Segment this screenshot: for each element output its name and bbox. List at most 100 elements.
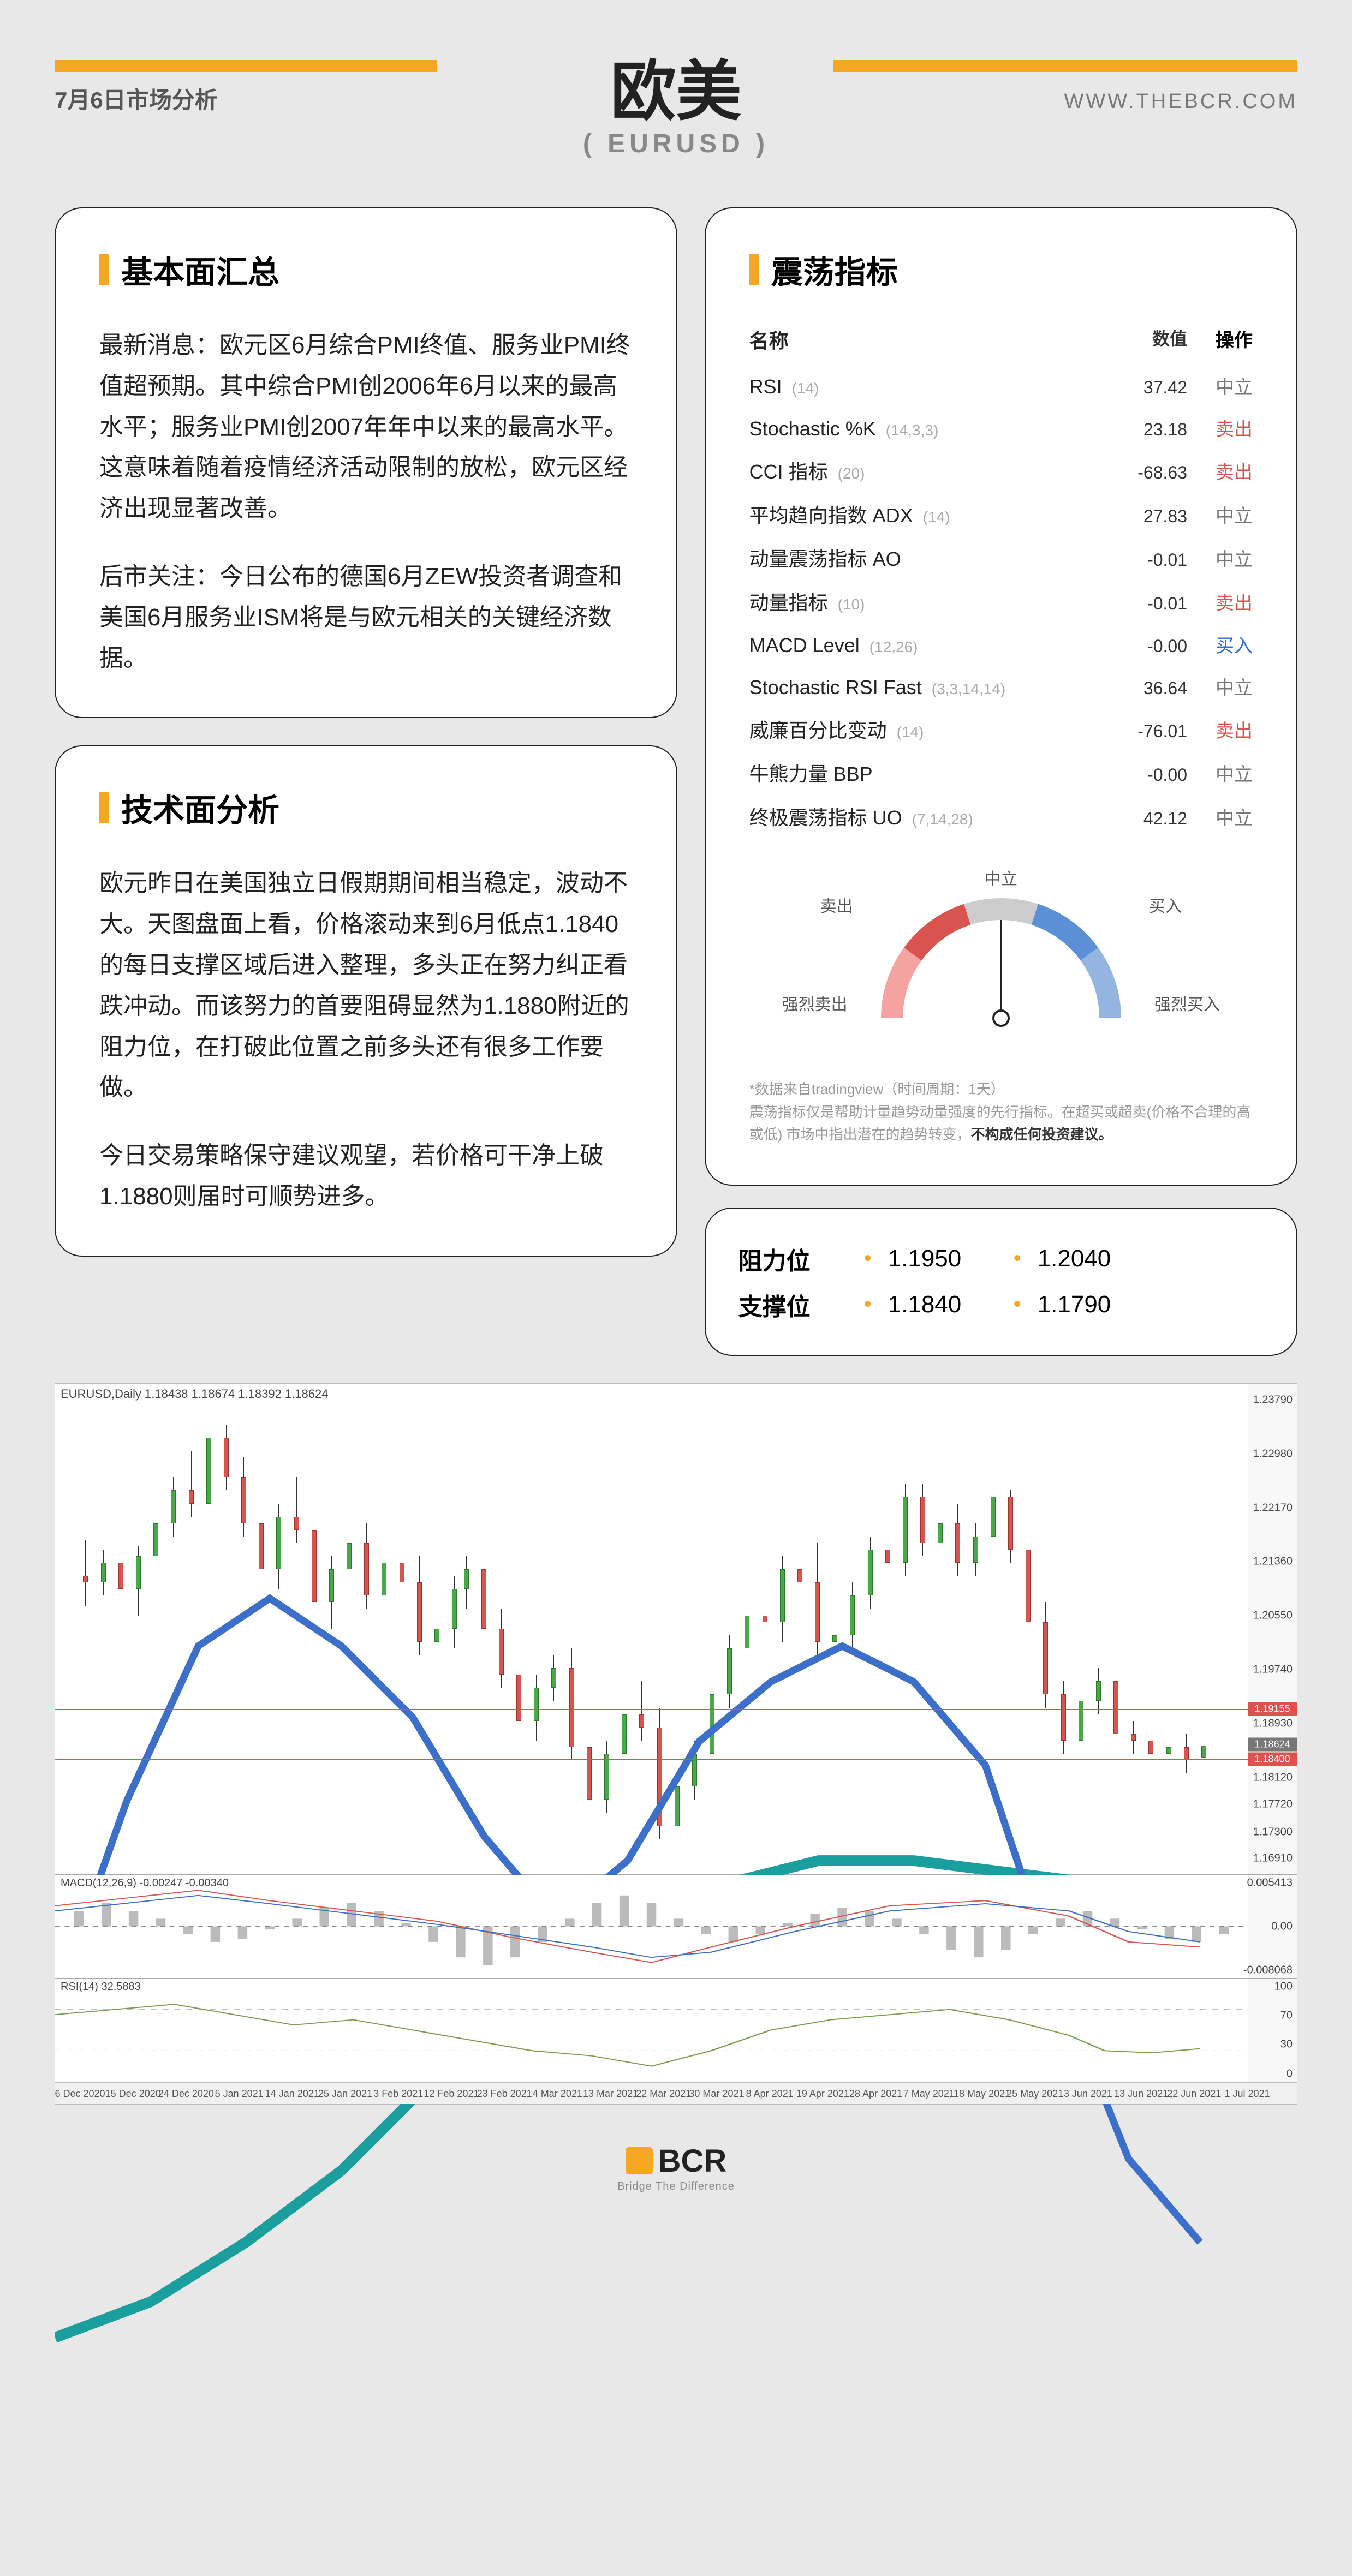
y-tick: 1.17720 (1253, 1798, 1293, 1810)
osc-action: 中立 (1187, 673, 1253, 700)
chart-main: EURUSD,Daily 1.18438 1.18674 1.18392 1.1… (55, 1384, 1297, 1875)
levels-card: 阻力位 • 1.1950 • 1.2040 支撑位 • 1.1840 • 1.1… (705, 1208, 1297, 1356)
osc-name: 动量指标 (10) (749, 587, 1111, 615)
header-title-main: 欧美 (583, 38, 769, 133)
osc-params: (20) (838, 465, 865, 482)
x-tick: 6 Dec 2020 (55, 2088, 105, 2100)
footer: BCR Bridge The Difference (0, 2126, 1352, 2215)
chart-symbol-info: EURUSD,Daily 1.18438 1.18674 1.18392 1.1… (61, 1387, 328, 1401)
oscillator-row: 动量震荡指标 AO -0.01中立 (749, 536, 1253, 579)
y-axis-rsi: 10070300 (1248, 1979, 1297, 2082)
header: 7月6日市场分析 WWW.THEBCR.COM 欧美 ( EURUSD ) (0, 0, 1352, 186)
y-axis-macd: 0.0054130.00-0.008068 (1248, 1875, 1297, 1978)
resistance-label: 阻力位 (738, 1241, 848, 1276)
osc-params: (7,14,28) (912, 811, 973, 828)
rsi-svg (55, 1979, 1248, 2082)
header-date: 7月6日市场分析 (55, 82, 218, 115)
osc-value: 23.18 (1111, 420, 1187, 440)
technical-title: 技术面分析 (99, 785, 633, 830)
technical-p1: 欧元昨日在美国独立日假期期间相当稳定，波动不大。天图盘面上看，价格滚动来到6月低… (99, 863, 633, 1108)
oscillators-table: 名称 数值 操作 RSI (14)37.42中立Stochastic %K (1… (749, 325, 1253, 838)
osc-name: CCI 指标 (20) (749, 456, 1111, 485)
gauge-label-buy: 买入 (1149, 893, 1182, 917)
osc-value: 27.83 (1111, 506, 1187, 527)
y-tick: 1.18120 (1253, 1772, 1293, 1784)
osc-value: 42.12 (1111, 809, 1187, 829)
header-accent-right (833, 60, 1297, 72)
y-tick: 1.17300 (1253, 1826, 1293, 1839)
osc-action: 卖出 (1187, 457, 1253, 484)
osc-action: 中立 (1187, 372, 1253, 399)
x-tick: 12 Feb 2021 (424, 2088, 479, 2100)
y-tick: 1.22980 (1253, 1448, 1293, 1460)
gauge-label-strong-buy: 强烈买入 (1154, 991, 1220, 1015)
oscillator-row: 牛熊力量 BBP -0.00中立 (749, 751, 1253, 794)
x-tick: 15 Dec 2020 (105, 2088, 161, 2100)
support-row: 支撑位 • 1.1840 • 1.1790 (738, 1282, 1264, 1328)
x-tick: 22 Mar 2021 (636, 2088, 691, 2100)
y-tick: 1.23790 (1253, 1394, 1293, 1406)
y-tick: -0.008068 (1243, 1964, 1293, 1976)
osc-action: 中立 (1187, 760, 1253, 786)
oscillator-row: RSI (14)37.42中立 (749, 364, 1253, 407)
osc-value: -76.01 (1111, 721, 1187, 742)
oscillators-rows: RSI (14)37.42中立Stochastic %K (14,3,3)23.… (749, 364, 1253, 838)
header-title: 欧美 ( EURUSD ) (583, 38, 769, 159)
bullet-icon: • (864, 1246, 872, 1271)
technical-card: 技术面分析 欧元昨日在美国独立日假期期间相当稳定，波动不大。天图盘面上看，价格滚… (55, 745, 677, 1256)
x-tick: 1 Jul 2021 (1224, 2088, 1270, 2100)
footer-logo: BCR (626, 2143, 727, 2179)
y-tick: 30 (1280, 2039, 1293, 2051)
oscillator-row: 威廉百分比变动 (14)-76.01卖出 (749, 707, 1253, 751)
x-axis: 6 Dec 202015 Dec 202024 Dec 20205 Jan 20… (55, 2082, 1297, 2104)
candles-area (72, 1406, 1242, 1858)
bullet-icon: • (864, 1292, 872, 1317)
hline (55, 1709, 1248, 1710)
osc-value: -68.63 (1111, 463, 1187, 483)
y-tick: 1.21360 (1253, 1556, 1293, 1568)
right-column: 震荡指标 名称 数值 操作 RSI (14)37.42中立Stochastic … (705, 207, 1297, 1356)
osc-name: 平均趋向指数 ADX (14) (749, 500, 1111, 528)
resistance-1: 1.1950 (888, 1245, 997, 1272)
y-axis-main: 1.237901.229801.221701.213601.205501.197… (1248, 1384, 1297, 1874)
osc-value: -0.00 (1111, 765, 1187, 785)
col-value: 数值 (1111, 325, 1187, 354)
osc-params: (12,26) (869, 638, 918, 655)
gauge-note-prefix: *数据来自tradingview（时间周期：1天） (749, 1081, 1005, 1097)
x-tick: 22 Jun 2021 (1167, 2088, 1221, 2100)
osc-params: (14) (897, 724, 924, 740)
y-tick: 1.19740 (1253, 1664, 1293, 1676)
footer-tagline: Bridge The Difference (0, 2180, 1352, 2193)
x-tick: 13 Mar 2021 (583, 2088, 638, 2100)
technical-body: 欧元昨日在美国独立日假期期间相当稳定，波动不大。天图盘面上看，价格滚动来到6月低… (99, 863, 633, 1217)
y-tick: 70 (1280, 2010, 1293, 2022)
oscillator-row: Stochastic %K (14,3,3)23.18卖出 (749, 407, 1253, 449)
x-tick: 23 Feb 2021 (477, 2088, 532, 2100)
col-name: 名称 (749, 325, 1111, 354)
oscillators-title: 震荡指标 (749, 247, 1253, 292)
y-tick: 0.005413 (1247, 1876, 1293, 1889)
hline (55, 1759, 1248, 1760)
header-title-sub: ( EURUSD ) (583, 129, 769, 159)
y-tick: 1.20550 (1253, 1610, 1293, 1622)
oscillator-row: MACD Level (12,26)-0.00买入 (749, 623, 1253, 665)
col-action: 操作 (1187, 325, 1253, 354)
y-tick: 1.18930 (1253, 1718, 1293, 1730)
x-tick: 25 May 2021 (1006, 2088, 1063, 2100)
chart-section: EURUSD,Daily 1.18438 1.18674 1.18392 1.1… (55, 1383, 1297, 2105)
support-label: 支撑位 (738, 1287, 848, 1322)
osc-params: (14,3,3) (886, 422, 939, 439)
osc-params: (14) (792, 380, 819, 397)
osc-name: 牛熊力量 BBP (749, 758, 1111, 787)
support-1: 1.1840 (888, 1291, 997, 1318)
header-url: WWW.THEBCR.COM (1064, 90, 1297, 113)
bullet-icon: • (1014, 1246, 1021, 1271)
chart-macd: MACD(12,26,9) -0.00247 -0.00340 0.005413… (55, 1875, 1297, 1979)
osc-params: (3,3,14,14) (932, 680, 1005, 697)
left-column: 基本面汇总 最新消息：欧元区6月综合PMI终值、服务业PMI终值超预期。其中综合… (55, 207, 677, 1356)
osc-name: Stochastic RSI Fast (3,3,14,14) (749, 676, 1111, 699)
macd-svg (55, 1875, 1248, 1978)
x-tick: 30 Mar 2021 (689, 2088, 744, 2100)
content-columns: 基本面汇总 最新消息：欧元区6月综合PMI终值、服务业PMI终值超预期。其中综合… (0, 186, 1352, 1383)
x-tick: 14 Jan 2021 (265, 2088, 319, 2100)
